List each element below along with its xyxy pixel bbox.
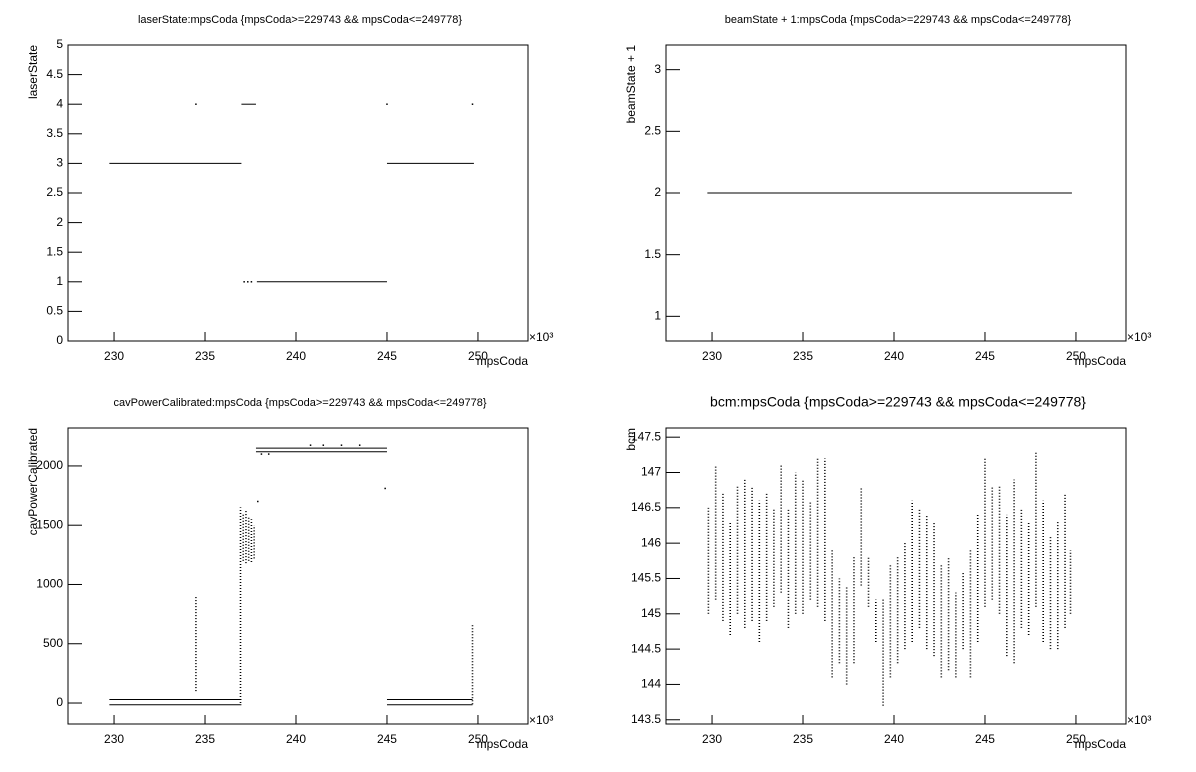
y-axis-title: cavPowerCalibrated [26,428,40,535]
x-axis-title: mpsCoda [477,354,529,368]
y-tick-label: 145.5 [631,571,661,585]
x-tick-label: 250 [468,732,488,746]
x-tick-label: 245 [975,732,995,746]
data-point [243,281,245,283]
x-multiplier: ×10³ [529,330,553,344]
y-tick-label: 0 [56,333,63,347]
y-tick-label: 146.5 [631,500,661,514]
y-tick-label: 144.5 [631,641,661,655]
y-tick-label: 5 [56,37,63,51]
data-point [267,453,270,455]
data-point [358,444,361,446]
y-tick-label: 143.5 [631,712,661,726]
chart-title: laserState:mpsCoda {mpsCoda>=229743 && m… [138,14,462,26]
y-axis-title: laserState [26,45,40,99]
x-tick-label: 230 [702,732,722,746]
y-tick-label: 4.5 [46,67,63,81]
y-tick-label: 1.5 [644,247,661,261]
y-tick-label: 1.5 [46,244,63,258]
data-point [384,487,386,490]
x-tick-label: 250 [468,349,488,363]
y-tick-label: 2 [654,185,661,199]
y-tick-label: 1 [56,274,63,288]
x-tick-label: 235 [793,349,813,363]
x-tick-label: 240 [884,732,904,746]
x-tick-label: 230 [104,732,124,746]
plot-pad: bcm:mpsCoda {mpsCoda>=229743 && mpsCoda<… [624,394,1151,751]
y-tick-label: 0.5 [46,304,63,318]
data-point [340,444,343,446]
y-tick-label: 146 [641,535,661,549]
y-tick-label: 2.5 [46,185,63,199]
x-multiplier: ×10³ [1127,713,1151,727]
data-point [257,500,259,503]
y-tick-label: 3 [56,156,63,170]
plot-pad: beamState + 1:mpsCoda {mpsCoda>=229743 &… [624,14,1151,368]
x-tick-label: 245 [377,732,397,746]
x-tick-label: 245 [377,349,397,363]
data-point [322,444,325,446]
plot-pad: cavPowerCalibrated:mpsCoda {mpsCoda>=229… [26,397,553,751]
y-tick-label: 3 [654,62,661,76]
data-point [386,103,388,105]
x-tick-label: 245 [975,349,995,363]
y-tick-label: 145 [641,606,661,620]
chart-title: beamState + 1:mpsCoda {mpsCoda>=229743 &… [725,14,1072,26]
x-tick-label: 240 [286,349,306,363]
chart-title: bcm:mpsCoda {mpsCoda>=229743 && mpsCoda<… [710,394,1086,410]
data-point [471,103,474,105]
plot-frame [67,427,529,725]
y-tick-label: 2.5 [644,124,661,138]
y-tick-label: 144 [641,677,661,691]
x-tick-label: 235 [793,732,813,746]
y-tick-label: 0 [56,695,63,709]
x-tick-label: 235 [195,349,215,363]
x-multiplier: ×10³ [529,713,553,727]
y-tick-label: 147 [641,465,661,479]
plot-frame [665,427,1127,725]
y-tick-label: 1000 [36,577,63,591]
plot-pad: laserState:mpsCoda {mpsCoda>=229743 && m… [26,14,553,368]
data-point [260,453,263,455]
y-axis-title: bcm [624,428,638,451]
data-point [195,103,197,105]
x-tick-label: 230 [104,349,124,363]
x-tick-label: 250 [1066,732,1086,746]
x-axis-title: mpsCoda [477,737,529,751]
y-tick-label: 2000 [36,458,63,472]
y-tick-label: 500 [43,636,63,650]
y-axis-title: beamState + 1 [624,45,638,124]
y-tick-label: 147.5 [631,429,661,443]
data-point [250,281,253,283]
y-tick-label: 2 [56,215,63,229]
plot-frame [67,44,529,342]
y-tick-label: 4 [56,96,63,110]
x-axis-title: mpsCoda [1075,737,1127,751]
x-multiplier: ×10³ [1127,330,1151,344]
data-point [247,281,249,283]
x-tick-label: 230 [702,349,722,363]
x-axis-title: mpsCoda [1075,354,1127,368]
chart-title: cavPowerCalibrated:mpsCoda {mpsCoda>=229… [113,397,486,409]
y-tick-label: 1 [654,309,661,323]
y-tick-label: 1500 [36,517,63,531]
y-tick-label: 3.5 [46,126,63,140]
data-point [309,444,312,446]
x-tick-label: 240 [884,349,904,363]
x-tick-label: 235 [195,732,215,746]
x-tick-label: 250 [1066,349,1086,363]
x-tick-label: 240 [286,732,306,746]
